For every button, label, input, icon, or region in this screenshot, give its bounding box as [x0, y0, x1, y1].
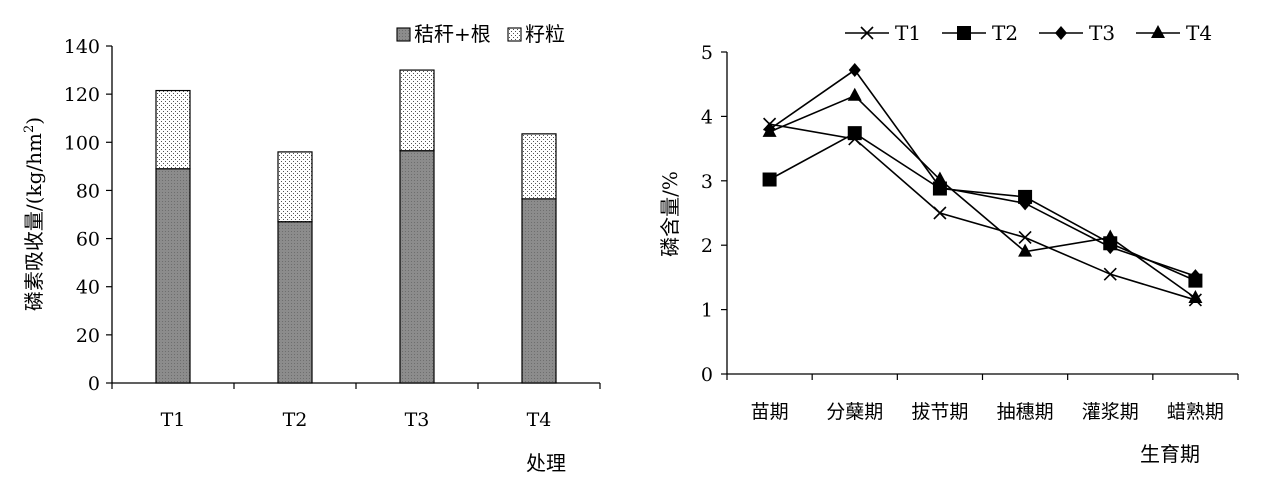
left-x-tick-label: T4 [527, 409, 552, 431]
x-marker-stroke [1018, 230, 1032, 245]
data-point-triangle-marker [1188, 290, 1203, 304]
bar-segment [521, 198, 557, 384]
right-y-tick-label: 5 [701, 42, 713, 64]
right-x-tick-label: 灌浆期 [1082, 401, 1139, 423]
data-point-square-marker [847, 126, 862, 141]
series-line-T1 [769, 123, 1196, 301]
data-point-triangle-marker [1151, 25, 1165, 38]
right-legend-item: T1 [845, 21, 921, 45]
left-y-axis-label: 磷素吸收量/(kg/hm2) [22, 117, 46, 311]
left-x-tick-label: T1 [161, 409, 186, 431]
right-legend-label: T3 [1089, 21, 1115, 45]
series-line-T2 [769, 132, 1196, 282]
series-line-T4 [769, 94, 1196, 299]
right-x-tick-label: 蜡熟期 [1167, 401, 1224, 423]
data-point-x-marker [933, 206, 947, 220]
right-x-tick-label: 拔节期 [911, 401, 968, 423]
data-point-diamond-marker [1055, 26, 1067, 40]
bar-segment [399, 150, 435, 384]
left-x-tick-label: T3 [405, 409, 430, 431]
left-x-tick-label: T2 [283, 409, 308, 431]
right-y-tick-label: 1 [701, 300, 713, 322]
data-point-square-marker [762, 172, 777, 187]
left-legend-label: 秸秆+根 [414, 22, 491, 46]
right-legend-item: T2 [942, 21, 1018, 45]
left-y-tick-label: 120 [64, 84, 100, 106]
x-marker-stroke [860, 26, 874, 40]
right-x-tick-label: 分蘖期 [826, 401, 883, 423]
right-legend-label: T2 [992, 21, 1018, 45]
data-point-x-marker [860, 26, 874, 40]
left-x-axis-label: 处理 [526, 451, 566, 475]
data-point-diamond-marker [1104, 240, 1117, 255]
right-legend-item: T3 [1039, 21, 1115, 45]
left-y-tick-label: 40 [76, 277, 100, 299]
right-legend-label: T4 [1186, 21, 1212, 45]
data-point-triangle-marker [932, 171, 947, 185]
left-y-tick-label: 60 [76, 229, 100, 251]
left-y-tick-label: 20 [76, 325, 100, 347]
right-x-axis-label: 生育期 [1140, 442, 1200, 466]
bar-segment [399, 69, 435, 152]
data-point-triangle-marker [847, 87, 862, 101]
bar-segment [155, 89, 191, 170]
bar-segment [277, 221, 313, 384]
bar-segment [155, 168, 191, 384]
left-bar-chart: 磷素吸收量/(kg/hm2) 处理 0 20 40 60 80 100 120 140 T1 T2… [22, 22, 601, 475]
right-y-tick-label: 3 [701, 171, 713, 193]
data-point-triangle-marker [1018, 243, 1033, 257]
data-point-diamond-marker [1189, 269, 1202, 284]
x-marker-stroke [933, 206, 947, 220]
right-legend-label: T1 [895, 21, 921, 45]
right-y-tick-label: 0 [701, 364, 713, 386]
data-point-x-marker [1018, 230, 1032, 245]
series-line-T3 [769, 68, 1196, 277]
right-y-tick-label: 2 [701, 235, 713, 257]
right-x-tick-label: 抽穗期 [997, 401, 1054, 423]
data-point-diamond-marker [848, 63, 861, 78]
left-y-tick-label: 0 [88, 373, 100, 395]
right-legend-item: T4 [1136, 21, 1212, 45]
left-legend-label: 籽粒 [525, 22, 565, 46]
left-y-tick-label: 80 [76, 180, 100, 202]
data-point-diamond-marker [1019, 196, 1032, 211]
right-x-tick-label: 苗期 [751, 401, 789, 423]
bar-segment [521, 133, 557, 200]
right-line-chart: 磷含量/% 生育期 0 1 2 3 4 5 苗期 分蘖期 拔节期 抽穗期 灌浆期 蜡熟期 T1 T2 T3 T… [658, 21, 1239, 466]
data-point-square-marker [957, 26, 971, 40]
left-y-tick-label: 100 [64, 132, 100, 154]
data-point-x-marker [1103, 267, 1117, 281]
right-y-tick-label: 4 [701, 106, 713, 128]
data-point-triangle-marker [762, 123, 777, 137]
data-point-triangle-marker [1103, 229, 1118, 243]
left-legend-swatch [507, 27, 522, 42]
left-y-tick-label: 140 [64, 36, 100, 58]
bar-segment [277, 151, 313, 223]
left-legend-swatch [396, 27, 411, 42]
x-marker-stroke [1103, 267, 1117, 281]
right-y-axis-label: 磷含量/% [658, 171, 682, 257]
